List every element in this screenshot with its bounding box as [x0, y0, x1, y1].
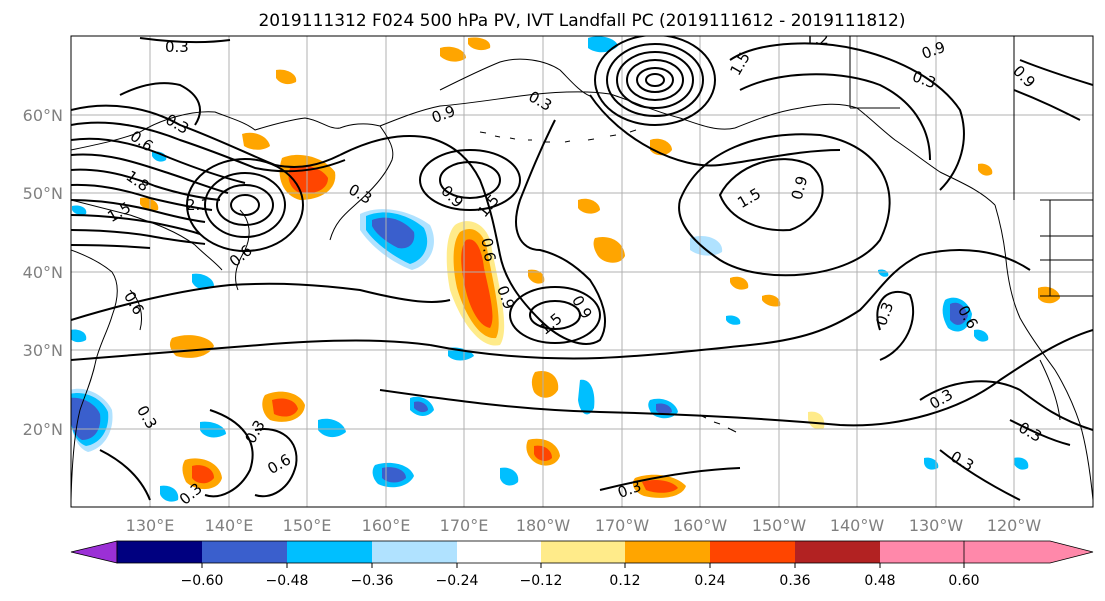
pv-contours	[71, 36, 1093, 501]
latitude-labels: 60°N 50°N 40°N 30°N 20°N	[23, 106, 63, 439]
lat-label: 20°N	[23, 420, 63, 439]
colorbar-segment	[202, 541, 287, 563]
colorbar-label: −0.24	[436, 573, 479, 589]
lon-label: 130°E	[126, 516, 175, 535]
colorbar: −0.60 −0.48 −0.36 −0.24 −0.12 0.12 0.24 …	[70, 540, 1094, 589]
contour-label: 1.2	[805, 30, 829, 48]
ivt-pc-shading	[71, 36, 1060, 502]
colorbar-segment	[457, 541, 541, 563]
colorbar-label: −0.36	[351, 573, 394, 589]
lon-label: 160°W	[673, 516, 728, 535]
colorbar-outline-right	[964, 540, 1094, 564]
longitude-labels: 130°E 140°E 150°E 160°E 170°E 180°W 170°…	[126, 516, 1042, 535]
colorbar-segment	[117, 541, 202, 563]
colorbar-label: 0.12	[609, 573, 640, 589]
colorbar-label: −0.12	[520, 573, 563, 589]
figure-title: 2019111312 F024 500 hPa PV, IVT Landfall…	[258, 11, 905, 31]
lon-label: 150°W	[752, 516, 807, 535]
colorbar-extend-low	[70, 540, 118, 564]
lon-label: 150°E	[283, 516, 332, 535]
colorbar-ticks	[201, 563, 965, 568]
lon-label: 140°W	[830, 516, 885, 535]
lat-label: 30°N	[23, 341, 63, 360]
colorbar-extend-high	[964, 541, 1093, 563]
coastlines	[71, 36, 1093, 501]
colorbar-label: −0.60	[181, 573, 224, 589]
lon-label: 180°W	[516, 516, 571, 535]
lon-label: 140°E	[205, 516, 254, 535]
lon-label: 130°W	[909, 516, 964, 535]
colorbar-segment	[287, 541, 372, 563]
contour-label: 0.9	[788, 174, 812, 202]
colorbar-segment	[372, 541, 457, 563]
colorbar-label: 0.60	[948, 573, 979, 589]
lon-label: 120°W	[987, 516, 1042, 535]
colorbar-label: 0.48	[864, 573, 895, 589]
map-frame	[70, 35, 1094, 508]
colorbar-segment	[541, 541, 625, 563]
colorbar-label: 0.36	[779, 573, 810, 589]
colorbar-label: 0.24	[694, 573, 725, 589]
colorbar-segment	[795, 541, 880, 563]
lat-label: 40°N	[23, 263, 63, 282]
contour-label: 2.1	[186, 196, 210, 214]
lat-label: 50°N	[23, 184, 63, 203]
colorbar-segment	[710, 541, 795, 563]
colorbar-label: −0.48	[266, 573, 309, 589]
lon-label: 160°E	[362, 516, 411, 535]
colorbar-segment	[880, 541, 964, 563]
lon-label: 170°W	[595, 516, 650, 535]
contour-label: 0.3	[165, 38, 189, 56]
contour-label: 0.6	[477, 236, 499, 263]
map-grid	[71, 36, 1093, 507]
lat-label: 60°N	[23, 106, 63, 125]
colorbar-segment	[625, 541, 710, 563]
lon-label: 170°E	[440, 516, 489, 535]
